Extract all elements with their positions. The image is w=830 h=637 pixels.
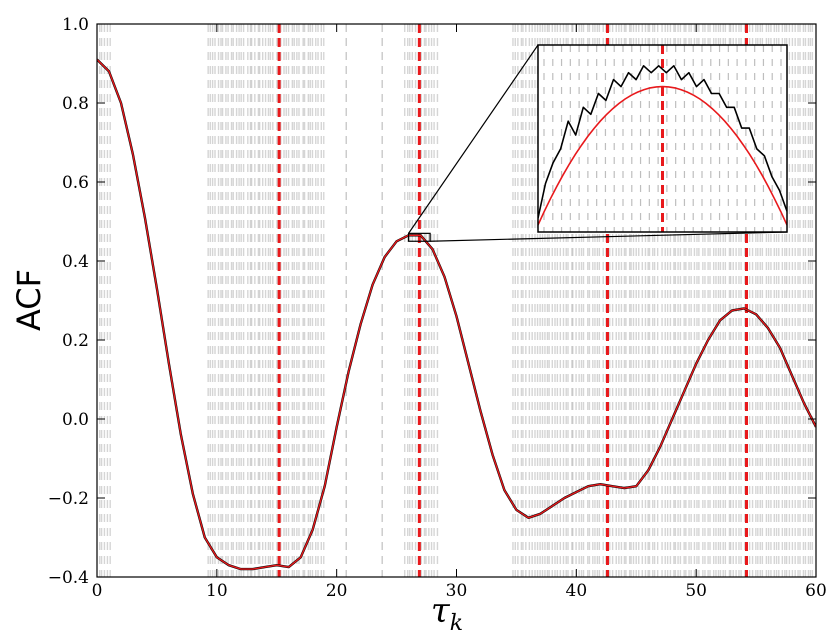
y-tick-label: −0.2 <box>48 489 89 509</box>
inset-frame <box>537 44 788 233</box>
x-tick-label: 30 <box>446 581 468 601</box>
x-axis-label: τk <box>431 591 463 636</box>
inset-plot <box>537 44 788 233</box>
y-tick-label: 0.8 <box>62 94 89 114</box>
series-line-red <box>97 59 816 570</box>
inset-content <box>538 45 787 232</box>
x-tick-label: 40 <box>566 581 588 601</box>
y-tick-label: 1.0 <box>62 15 89 35</box>
zoom-connector <box>430 231 788 242</box>
y-tick-label: 0.2 <box>62 331 89 351</box>
zoom-connector <box>408 44 539 234</box>
y-tick-label: −0.4 <box>48 568 89 588</box>
inset-red-line <box>538 85 787 226</box>
y-tick-label: 0.4 <box>62 252 89 272</box>
x-tick-label: 50 <box>685 581 707 601</box>
y-tick-label: 0.6 <box>62 173 89 193</box>
x-tick-label: 20 <box>326 581 348 601</box>
y-axis-label: ACF <box>10 269 48 331</box>
zoom-indicator <box>407 44 788 242</box>
series-lines <box>97 58 816 571</box>
x-tick-label: 0 <box>92 581 103 601</box>
y-tick-label: 0.0 <box>62 410 89 430</box>
x-tick-label: 60 <box>805 581 827 601</box>
x-tick-label: 10 <box>206 581 228 601</box>
inset-black-line <box>538 65 787 219</box>
zoom-box <box>407 232 431 242</box>
axis-ticks: 0 10 20 30 40 50 60 1.0 0.8 0.6 0.4 0.2 0.0 −0.2 −0.4 <box>48 15 827 601</box>
